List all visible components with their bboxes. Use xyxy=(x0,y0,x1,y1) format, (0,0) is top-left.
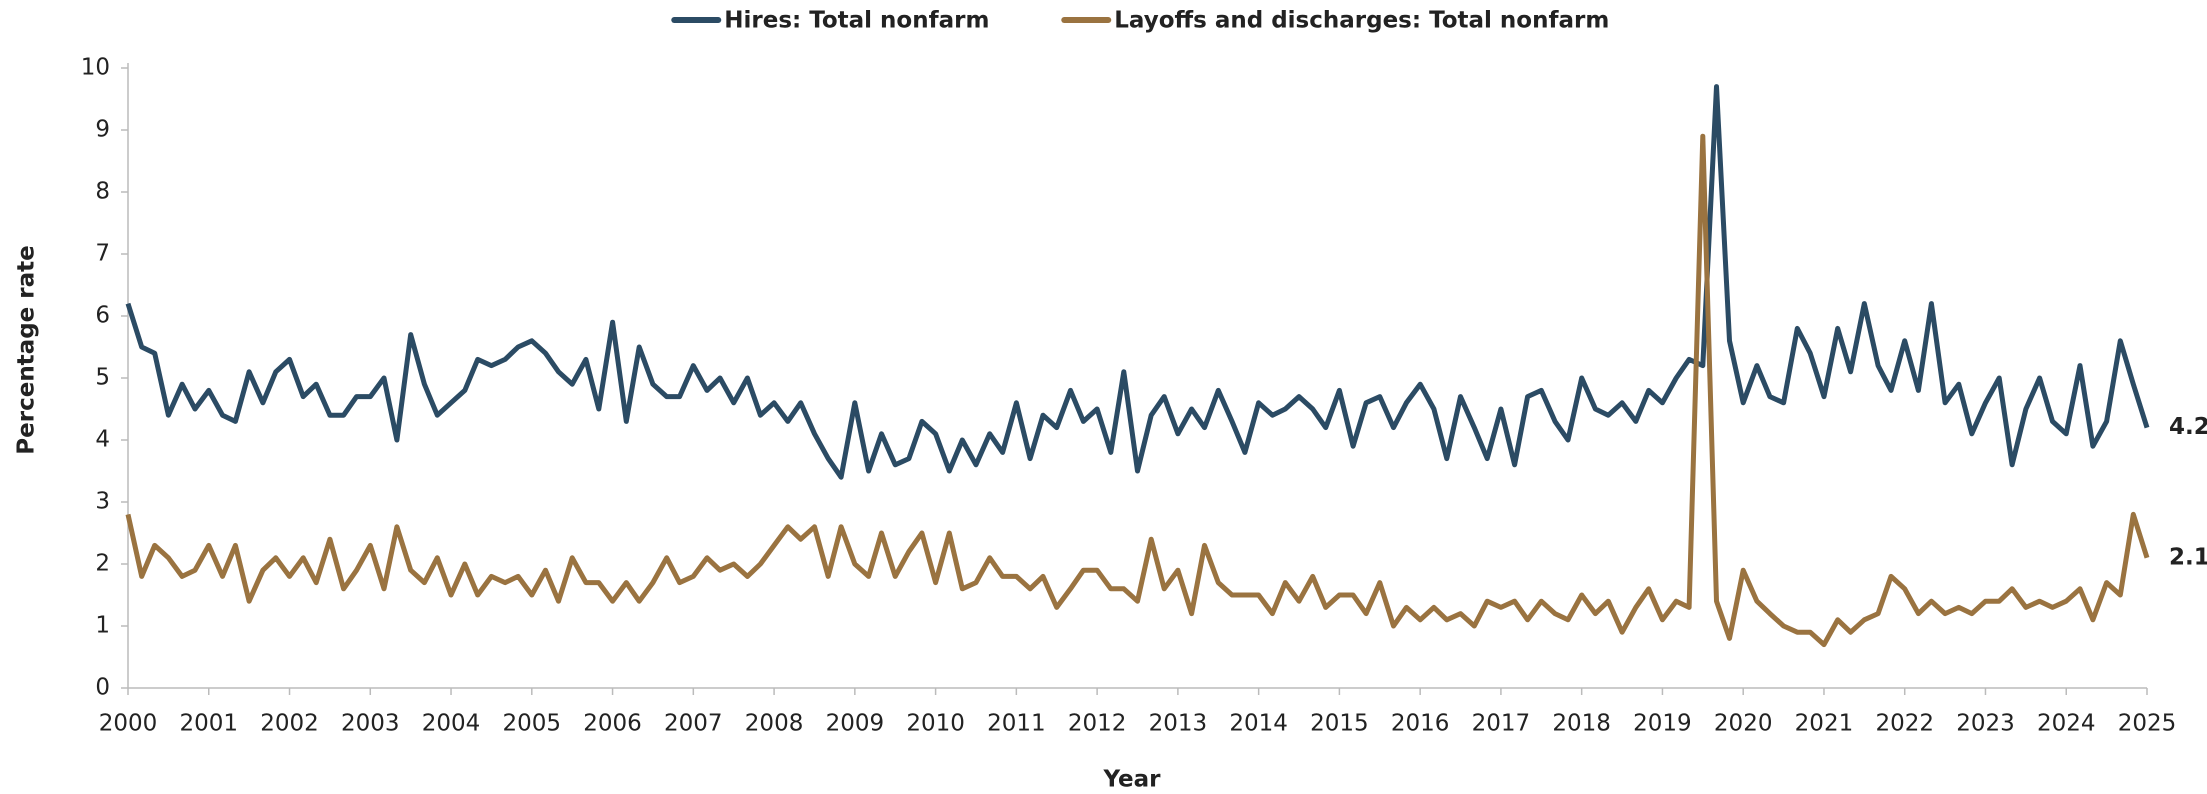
series-line xyxy=(125,84,2150,480)
x-tick-label: 2007 xyxy=(664,711,723,737)
x-tick-label: 2000 xyxy=(99,711,158,737)
x-tick-label: 2004 xyxy=(422,711,481,737)
y-tick-label: 7 xyxy=(95,241,110,267)
y-axis-label: Percentage rate xyxy=(14,245,40,454)
x-tick-label: 2011 xyxy=(987,711,1046,737)
y-tick-label: 1 xyxy=(95,613,110,639)
y-tick-label: 2 xyxy=(95,551,110,577)
series-line xyxy=(125,133,2150,648)
x-tick-label: 2006 xyxy=(583,711,642,737)
x-tick-label: 2021 xyxy=(1795,711,1854,737)
x-tick-label: 2019 xyxy=(1633,711,1692,737)
x-tick-label: 2008 xyxy=(745,711,804,737)
y-tick-label: 9 xyxy=(95,117,110,143)
x-tick-label: 2015 xyxy=(1310,711,1369,737)
x-tick-label: 2001 xyxy=(179,711,238,737)
x-tick-label: 2024 xyxy=(2037,711,2096,737)
y-tick-label: 8 xyxy=(95,179,110,205)
x-tick-label: 2025 xyxy=(2118,711,2177,737)
x-tick-label: 2002 xyxy=(260,711,319,737)
y-tick-label: 4 xyxy=(95,427,110,453)
y-tick-label: 3 xyxy=(95,489,110,515)
x-tick-label: 2012 xyxy=(1068,711,1127,737)
x-tick-label: 2003 xyxy=(341,711,400,737)
x-tick-label: 2022 xyxy=(1875,711,1934,737)
x-tick-label: 2020 xyxy=(1714,711,1773,737)
x-tick-label: 2009 xyxy=(826,711,885,737)
x-tick-label: 2016 xyxy=(1391,711,1450,737)
y-tick-label: 6 xyxy=(95,303,110,329)
y-tick-label: 5 xyxy=(95,365,110,391)
end-value-label: 4.2 xyxy=(2169,414,2207,440)
x-tick-label: 2010 xyxy=(906,711,965,737)
x-axis-label: Year xyxy=(1102,767,1161,791)
x-tick-label: 2013 xyxy=(1149,711,1208,737)
x-tick-label: 2018 xyxy=(1552,711,1611,737)
legend-label: Hires: Total nonfarm xyxy=(724,8,989,34)
x-tick-label: 2014 xyxy=(1229,711,1288,737)
x-tick-label: 2017 xyxy=(1472,711,1531,737)
x-tick-label: 2023 xyxy=(1956,711,2015,737)
end-value-label: 2.1 xyxy=(2169,544,2207,570)
x-tick-label: 2005 xyxy=(503,711,562,737)
legend-label: Layoffs and discharges: Total nonfarm xyxy=(1114,8,1609,34)
y-tick-label: 10 xyxy=(81,55,110,81)
y-tick-label: 0 xyxy=(95,675,110,701)
